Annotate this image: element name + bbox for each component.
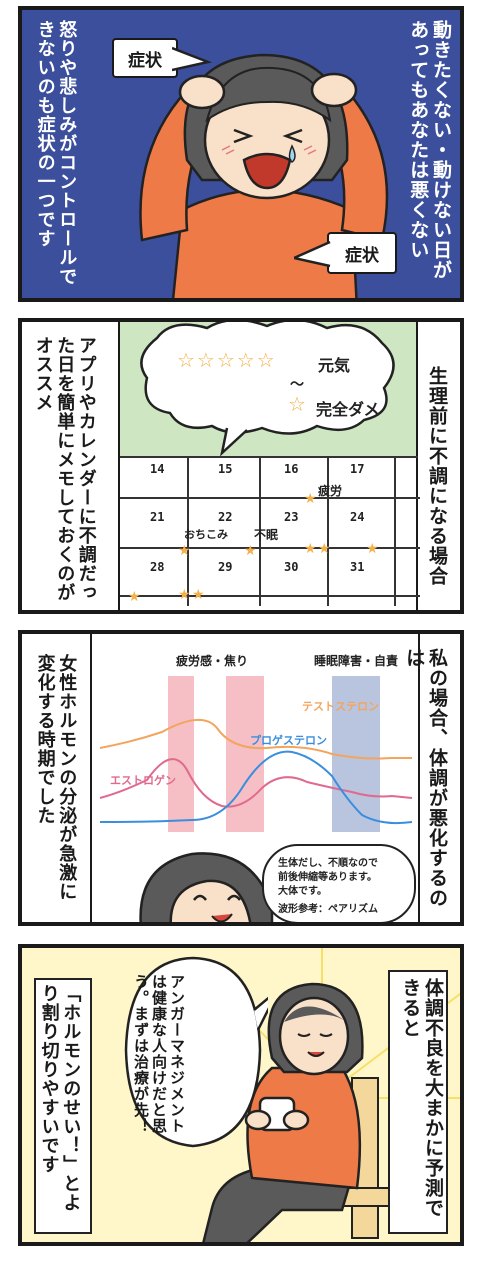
panel3-left-text: 女性ホルモンの分泌が急激に変化する時期でした [34, 654, 78, 901]
woman-peeking-illustration [139, 852, 274, 922]
date-28: 28 [150, 560, 165, 574]
star-16-icon: ★ [304, 491, 317, 507]
date-23: 23 [284, 510, 299, 524]
star-23a-icon: ★ [304, 541, 317, 557]
star-rating-one-star-icon: ☆ [288, 392, 306, 416]
memo-fatigue: 疲労 [318, 484, 343, 498]
panel2-right-text: 生理前に不調になる場合 [426, 366, 448, 586]
memo-insomnia: 不眠 [254, 528, 279, 542]
calendar-grid [120, 456, 420, 606]
date-15: 15 [218, 462, 233, 476]
date-21: 21 [150, 510, 165, 524]
speech-text: アンガーマネジメントは健康な人向けだと思う。まずは治療が先！ [132, 974, 186, 1134]
series-testosterone: テストステロン [302, 700, 379, 713]
star-27-icon: ★ [128, 589, 141, 605]
sleep-band [332, 676, 380, 832]
hormone-curves [99, 718, 413, 825]
star-24-icon: ★ [366, 541, 379, 557]
bubble-top-tail [172, 46, 212, 72]
caption-box-right [388, 970, 448, 1234]
thought-cloud [140, 322, 395, 457]
series-estrogen: エストロゲン [110, 774, 176, 787]
star-21-icon: ★ [178, 543, 191, 559]
band-label-sleep: 睡眠障害・自責 [314, 654, 399, 668]
date-24: 24 [350, 510, 365, 524]
caption-box-left [34, 978, 92, 1234]
left-divider [90, 634, 92, 922]
speech-bubble [124, 956, 268, 1148]
label-genki: 元気 [318, 356, 351, 375]
fatigue-band-1 [168, 676, 194, 832]
date-17: 17 [350, 462, 365, 476]
note-bubble [262, 844, 416, 922]
star-22-icon: ★ [244, 543, 257, 559]
panel4-right-text: 体調不良を大まかに予測できると [399, 978, 444, 1218]
panel-3: 疲労感・焦り 睡眠障害・自責 テストステロン プロゲステロン エストロゲン 生体… [18, 630, 464, 926]
memo-down: おちこみ [184, 528, 228, 541]
date-16: 16 [284, 462, 299, 476]
star-rating-five-stars-icon: ☆☆☆☆☆ [177, 348, 277, 372]
panel-2: ☆☆☆☆☆ 元気 ～ ☆ 完全ダメ 14 15 16 17 21 22 23 2… [18, 318, 464, 614]
date-22: 22 [218, 510, 233, 524]
panel2-left-text: アプリやカレンダーに不調だった日を簡単にメモしておくのがオススメ [32, 336, 97, 602]
panel1-left-text: 怒りや悲しみがコントロールできないのも症状の一つです [34, 20, 78, 286]
right-divider [416, 322, 418, 610]
note-source: 波形参考：ペアリズム [278, 904, 378, 915]
note-line-2: 前後伸縮等あります。 [278, 872, 377, 883]
note-line-1: 生体だし、不順なので [278, 858, 378, 869]
band-label-fatigue: 疲労感・焦り [176, 654, 249, 668]
date-29: 29 [218, 560, 233, 574]
panel3-right-text: 私の場合、体調が悪化するのは [403, 648, 448, 908]
symptom-bubble-top: 症状 [112, 38, 178, 78]
date-31: 31 [350, 560, 365, 574]
star-28a-icon: ★ [178, 587, 191, 603]
panel4-left-text: 「ホルモンのせい！」とより割り切りやすいです [38, 984, 82, 1212]
star-23b-icon: ★ [318, 541, 331, 557]
series-progesterone: プロゲステロン [250, 734, 327, 747]
label-tilde: ～ [290, 377, 304, 393]
right-divider [418, 634, 420, 922]
note-line-3: 大体です。 [278, 886, 327, 897]
panel-4: アンガーマネジメントは健康な人向けだと思う。まずは治療が先！ 体調不良を大まかに… [18, 944, 464, 1246]
label-complete-dame: 完全ダメ [316, 400, 380, 419]
date-14: 14 [150, 462, 165, 476]
woman-with-cup-illustration [201, 948, 460, 1242]
panel-1: 動きたくない・動けない日があってもあなたは悪くない 怒りや悲しみがコントロールで… [18, 6, 464, 302]
date-30: 30 [284, 560, 299, 574]
left-divider [118, 322, 120, 610]
symptom-bubble-bottom: 症状 [327, 232, 397, 274]
panel1-right-text: 動きたくない・動けない日があってもあなたは悪くない [407, 20, 452, 280]
worried-woman-illustration [139, 53, 389, 298]
bubble-bottom-tail [294, 240, 331, 268]
star-28b-icon: ★ [192, 587, 205, 603]
